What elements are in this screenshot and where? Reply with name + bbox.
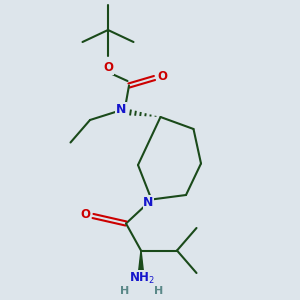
Text: O: O	[157, 70, 167, 83]
Text: H: H	[120, 286, 129, 296]
Text: O: O	[80, 208, 91, 221]
Text: N: N	[143, 196, 154, 209]
Text: H: H	[154, 286, 164, 296]
Text: O: O	[103, 61, 113, 74]
Polygon shape	[138, 250, 144, 274]
Text: NH$_2$: NH$_2$	[129, 271, 154, 286]
Text: N: N	[116, 103, 126, 116]
